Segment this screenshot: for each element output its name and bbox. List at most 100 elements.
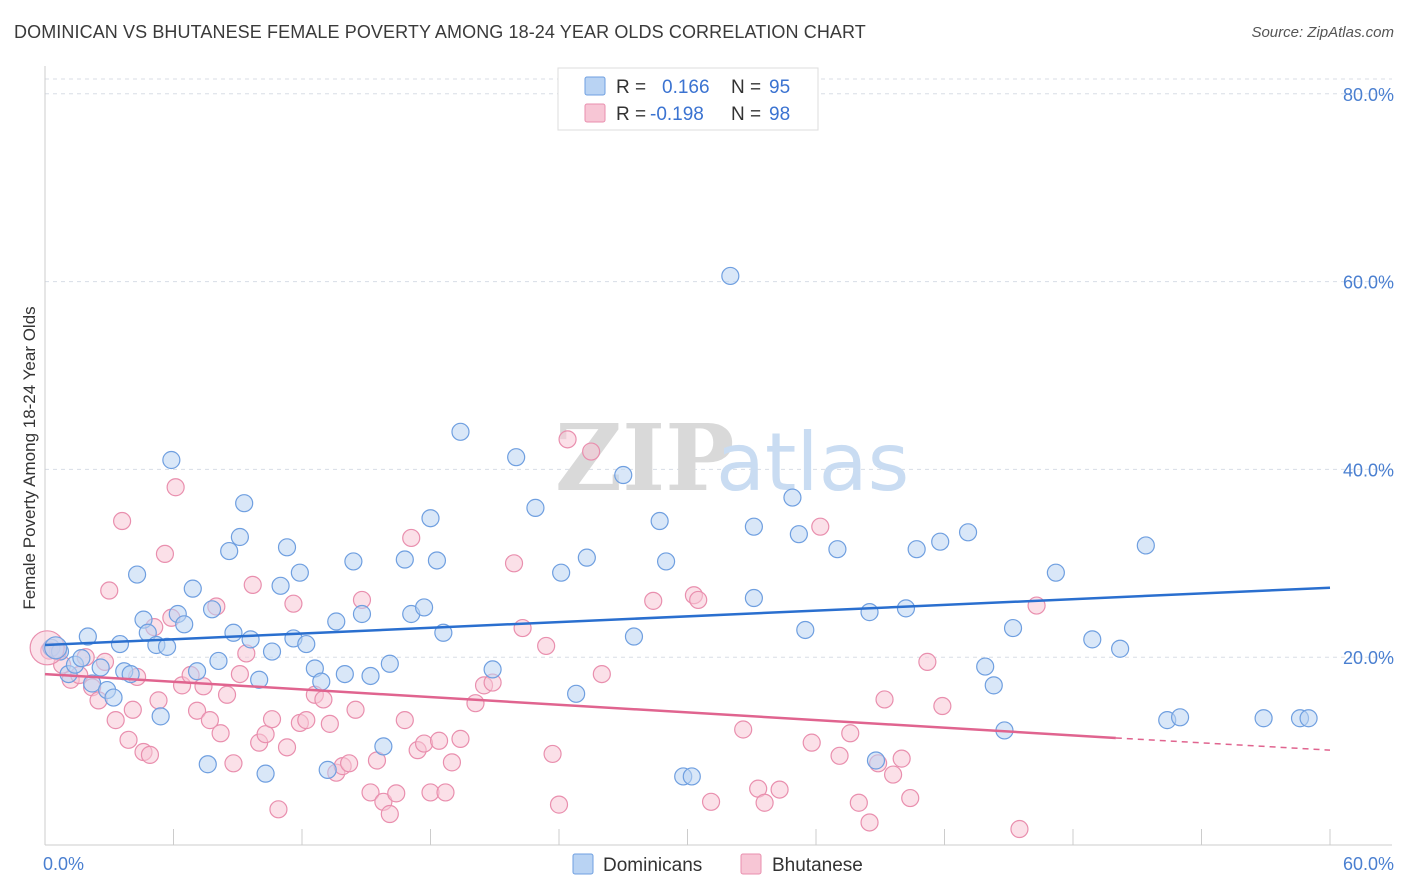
bhutanese-point	[883, 765, 903, 784]
dominicans-point	[312, 672, 331, 691]
watermark-atlas: atlas	[716, 416, 909, 509]
bhutanese-point	[320, 714, 339, 733]
dominicans-point	[421, 509, 440, 528]
bhutanese-point	[734, 720, 753, 739]
bhutanese-point	[504, 554, 524, 573]
bottom-legend-dominicans: Dominicans	[603, 855, 702, 876]
dominicans-point	[507, 448, 526, 467]
dominicans-point	[209, 651, 228, 671]
dominicans-point	[91, 658, 110, 677]
bhutanese-trend-line	[44, 672, 1116, 740]
legend-r-value: -0.198	[650, 104, 704, 125]
dominicans-point	[395, 550, 414, 569]
bhutanese-point	[543, 744, 562, 764]
bhutanese-point	[256, 725, 275, 744]
dominicans-point	[744, 517, 763, 536]
bhutanese-point	[187, 701, 207, 720]
x-tick-label: 0.0%	[43, 854, 84, 874]
bhutanese-point	[414, 734, 434, 753]
dominicans-point	[526, 498, 545, 517]
bhutanese-point	[1010, 819, 1029, 839]
dominicans-point	[958, 523, 978, 542]
dominicans-point	[198, 755, 217, 774]
gridlines	[45, 78, 1392, 658]
legend-n-label: N =	[731, 77, 761, 98]
bhutanese-point	[701, 792, 721, 811]
bhutanese-point	[875, 690, 894, 709]
bhutanese-trend-extension	[1115, 737, 1331, 751]
bhutanese-point	[537, 636, 556, 656]
bhutanese-point	[436, 783, 455, 802]
dominicans-point	[682, 767, 701, 786]
data-points	[29, 266, 1318, 839]
tick-labels: 20.0% 40.0% 60.0% 80.0% 0.0% 60.0%	[43, 85, 1394, 874]
dominicans-point	[335, 664, 354, 684]
dominicans-point	[744, 588, 763, 608]
dominicans-point	[83, 674, 102, 693]
dominicans-point	[828, 540, 847, 559]
dominicans-point	[202, 600, 222, 619]
dominicans-point	[277, 538, 297, 557]
bhutanese-point	[361, 783, 380, 802]
bhutanese-point	[513, 618, 532, 638]
source-label: Source: ZipAtlas.com	[1251, 24, 1394, 41]
dominicans-point	[256, 764, 275, 783]
trend-lines	[44, 586, 1331, 751]
dominicans-point	[318, 760, 337, 779]
bhutanese-point	[277, 738, 297, 757]
dominicans-point	[297, 634, 316, 654]
y-tick-label: 60.0%	[1343, 273, 1394, 293]
bhutanese-point	[582, 442, 601, 461]
bhutanese-point	[340, 754, 359, 773]
bottom-legend: Dominicans Bhutanese	[572, 853, 863, 876]
dominicans-point	[896, 599, 916, 618]
bhutanese-point	[314, 690, 333, 709]
watermark: ZIP atlas	[555, 404, 909, 512]
dominicans-point	[577, 548, 596, 567]
bhutanese-point	[217, 685, 237, 704]
dominicans-point	[1003, 618, 1023, 638]
bhutanese-point	[230, 664, 249, 684]
dominicans-point	[1170, 708, 1190, 727]
dominicans-point	[1046, 563, 1065, 582]
dominicans-point	[483, 660, 502, 679]
bhutanese-point	[802, 733, 821, 752]
dominicans-point	[614, 465, 633, 485]
dominicans-point	[624, 627, 644, 646]
bhutanese-point	[243, 575, 262, 594]
bhutanese-point	[644, 591, 663, 610]
bhutanese-point	[689, 590, 708, 610]
bhutanese-point	[211, 724, 230, 743]
dominicans-point	[1136, 536, 1155, 555]
dominicans-point	[230, 527, 249, 547]
bhutanese-point	[841, 724, 860, 743]
bottom-legend-swatch-dominicans	[572, 853, 594, 875]
bhutanese-point	[166, 478, 185, 497]
bhutanese-point	[297, 711, 316, 730]
legend-swatch-bhutanese	[584, 103, 606, 123]
legend-swatch-dominicans	[584, 76, 606, 96]
dominicans-point	[220, 541, 239, 561]
bottom-legend-swatch-bhutanese	[740, 853, 762, 875]
dominicans-point	[552, 563, 571, 582]
dominicans-point	[127, 565, 147, 584]
bhutanese-point	[106, 711, 125, 730]
dominicans-point	[250, 670, 269, 689]
dominicans-point	[162, 450, 181, 470]
dominicans-point	[72, 649, 91, 668]
dominicans-point	[78, 627, 97, 646]
bhutanese-point	[755, 793, 774, 812]
bhutanese-point	[770, 780, 789, 799]
y-tick-label: 20.0%	[1343, 648, 1394, 668]
bhutanese-point	[451, 729, 470, 748]
bhutanese-point	[200, 711, 220, 730]
dominicans-point	[783, 488, 802, 507]
dominicans-point	[290, 563, 309, 582]
dominicans-point	[650, 511, 669, 531]
bhutanese-point	[849, 793, 868, 812]
dominicans-point	[110, 634, 130, 654]
dominicans-point	[1254, 709, 1273, 728]
dominicans-point	[104, 688, 123, 707]
bhutanese-point	[901, 788, 920, 808]
legend-row-dominicans: R = 0.166 N = 95	[584, 76, 790, 98]
